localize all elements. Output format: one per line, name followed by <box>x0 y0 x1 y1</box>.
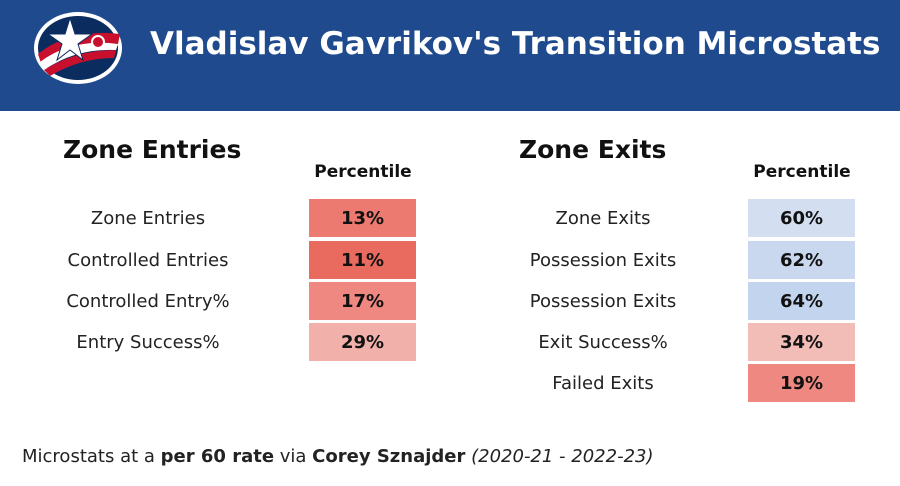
exits-percentile-cell: 19% <box>748 364 855 402</box>
footer-note: Microstats at a per 60 rate via Corey Sz… <box>22 446 654 467</box>
footer-seasons: (2020-21 - 2022-23) <box>471 446 654 467</box>
entries-row-label: Entry Success% <box>76 332 220 353</box>
entries-percentile-cell: 29% <box>309 323 416 361</box>
exits-percentile-cell: 64% <box>748 282 855 320</box>
exits-percentile-cell: 60% <box>748 199 855 237</box>
footer-rate: per 60 rate <box>160 446 275 467</box>
exits-row-label: Possession Exits <box>529 250 677 271</box>
footer-via: via <box>274 446 313 467</box>
exits-row-label: Possession Exits <box>529 291 677 312</box>
entries-row-label: Controlled Entries <box>67 250 229 271</box>
footer-prefix: Microstats at a <box>22 446 161 467</box>
exits-percentile-cell: 34% <box>748 323 855 361</box>
columbus-blue-jackets-logo-icon <box>34 12 122 84</box>
entries-percentile-cell: 11% <box>309 241 416 279</box>
footer-source: Corey Sznajder <box>312 446 466 467</box>
exits-row-label: Zone Exits <box>555 208 651 229</box>
entries-row-label: Zone Entries <box>90 208 206 229</box>
exits-row-label: Exit Success% <box>538 332 668 353</box>
zone-exits-title: Zone Exits <box>519 135 667 164</box>
entries-percentile-cell: 17% <box>309 282 416 320</box>
header-banner: Vladislav Gavrikov's Transition Microsta… <box>0 0 900 111</box>
exits-percentile-cell: 62% <box>748 241 855 279</box>
exits-row-label: Failed Exits <box>552 373 654 394</box>
zone-entries-title: Zone Entries <box>63 135 242 164</box>
entries-percentile-cell: 13% <box>309 199 416 237</box>
exits-percentile-header: Percentile <box>753 162 851 182</box>
entries-row-label: Controlled Entry% <box>66 291 230 312</box>
page-title: Vladislav Gavrikov's Transition Microsta… <box>150 26 881 62</box>
entries-percentile-header: Percentile <box>314 162 412 182</box>
